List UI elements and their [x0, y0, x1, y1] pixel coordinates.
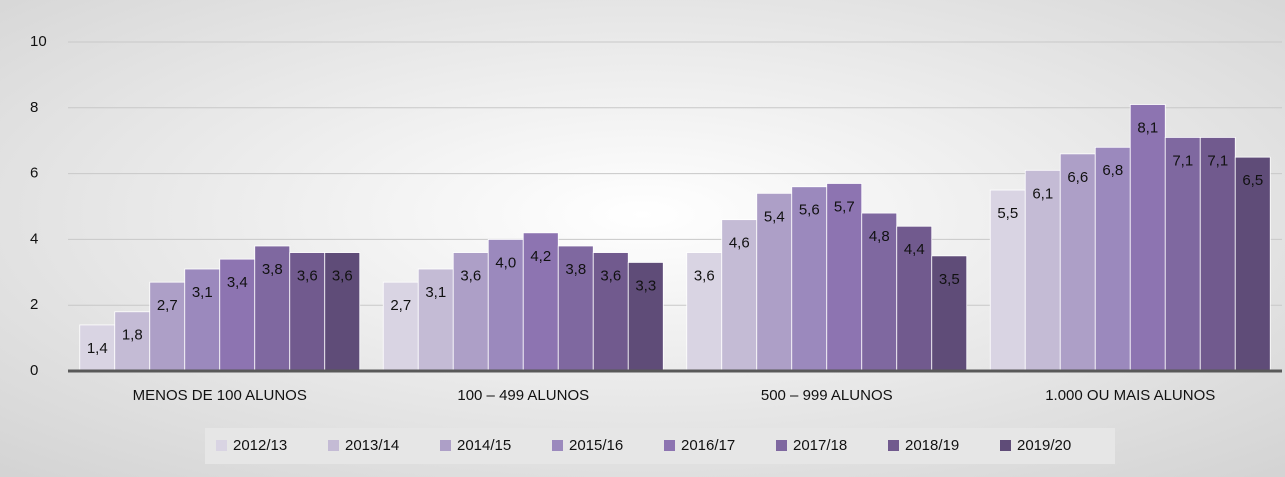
data-label: 4,8	[869, 228, 890, 245]
data-label: 3,1	[425, 284, 446, 301]
legend-swatch	[552, 440, 563, 451]
data-label: 2,7	[157, 297, 178, 314]
legend-label: 2018/19	[905, 437, 959, 454]
data-label: 3,6	[332, 268, 353, 285]
data-label: 6,6	[1067, 169, 1088, 186]
bar	[721, 219, 758, 372]
bar	[289, 252, 326, 372]
data-label: 6,8	[1102, 162, 1123, 179]
legend-label: 2013/14	[345, 437, 399, 454]
data-label: 7,1	[1207, 152, 1228, 169]
bar	[896, 225, 933, 372]
data-label: 4,0	[495, 254, 516, 271]
data-label: 3,6	[600, 268, 621, 285]
data-label: 3,3	[635, 277, 656, 294]
bar	[1199, 137, 1236, 372]
bar	[1059, 153, 1096, 372]
bar	[149, 281, 186, 372]
y-tick-label: 6	[30, 165, 38, 182]
y-tick-label: 8	[30, 99, 38, 116]
data-label: 5,5	[997, 205, 1018, 222]
legend-box	[205, 428, 1115, 464]
bar	[826, 183, 863, 372]
bar	[756, 192, 793, 372]
data-label: 3,1	[192, 284, 213, 301]
bar	[1164, 137, 1201, 372]
bar	[487, 238, 524, 372]
bar	[989, 189, 1026, 372]
legend-swatch	[664, 440, 675, 451]
data-label: 2,7	[390, 297, 411, 314]
legend-swatch	[440, 440, 451, 451]
legend-label: 2012/13	[233, 437, 287, 454]
data-label: 5,6	[799, 202, 820, 219]
bar	[1024, 169, 1061, 372]
legend-swatch	[216, 440, 227, 451]
y-tick-label: 10	[30, 33, 47, 50]
legend-label: 2019/20	[1017, 437, 1071, 454]
bar	[382, 281, 419, 372]
legend-label: 2016/17	[681, 437, 735, 454]
bar	[452, 252, 489, 372]
legend-label: 2017/18	[793, 437, 847, 454]
bar	[627, 262, 664, 372]
data-label: 6,1	[1032, 185, 1053, 202]
data-label: 3,6	[297, 268, 318, 285]
data-label: 5,4	[764, 208, 785, 225]
legend-swatch	[1000, 440, 1011, 451]
data-label: 3,4	[227, 274, 248, 291]
data-label: 5,7	[834, 198, 855, 215]
data-label: 4,4	[904, 241, 925, 258]
bar	[324, 252, 361, 372]
bar	[1234, 156, 1271, 372]
bar	[791, 186, 828, 372]
x-tick-label: 500 – 999 ALUNOS	[761, 387, 893, 404]
y-tick-label: 2	[30, 296, 38, 313]
legend-label: 2015/16	[569, 437, 623, 454]
x-tick-label: MENOS DE 100 ALUNOS	[133, 387, 307, 404]
data-label: 1,4	[87, 340, 108, 357]
legend-swatch	[328, 440, 339, 451]
data-label: 3,8	[262, 261, 283, 278]
y-tick-label: 0	[30, 362, 38, 379]
data-label: 3,8	[565, 261, 586, 278]
x-tick-label: 100 – 499 ALUNOS	[457, 387, 589, 404]
data-label: 4,2	[530, 248, 551, 265]
data-label: 3,6	[694, 268, 715, 285]
legend-label: 2014/15	[457, 437, 511, 454]
bar	[417, 268, 454, 372]
data-label: 4,6	[729, 235, 750, 252]
data-label: 8,1	[1137, 119, 1158, 136]
bar	[1094, 146, 1131, 372]
legend-swatch	[888, 440, 899, 451]
data-label: 6,5	[1242, 172, 1263, 189]
bar	[686, 252, 723, 372]
data-label: 7,1	[1172, 152, 1193, 169]
bar	[931, 255, 968, 372]
legend-swatch	[776, 440, 787, 451]
bar	[592, 252, 629, 372]
x-tick-label: 1.000 OU MAIS ALUNOS	[1045, 387, 1215, 404]
bar	[522, 232, 559, 372]
data-label: 3,5	[939, 271, 960, 288]
y-tick-label: 4	[30, 230, 38, 247]
bar	[1129, 104, 1166, 372]
data-label: 1,8	[122, 327, 143, 344]
data-label: 3,6	[460, 268, 481, 285]
